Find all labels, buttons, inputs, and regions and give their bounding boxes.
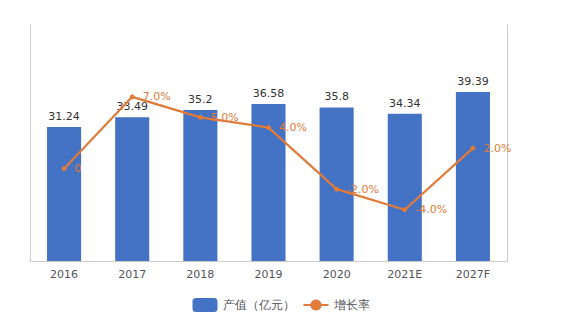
svg-text:2021E: 2021E — [387, 268, 422, 281]
svg-text:35.8: 35.8 — [324, 90, 349, 103]
svg-text:-4.0%: -4.0% — [415, 203, 447, 216]
svg-text:2019: 2019 — [255, 268, 283, 281]
svg-text:产值（亿元）: 产值（亿元） — [223, 298, 295, 312]
svg-text:33.49: 33.49 — [116, 100, 148, 114]
svg-text:31.24: 31.24 — [48, 110, 80, 123]
svg-text:2017: 2017 — [118, 268, 146, 281]
svg-text:7.0%: 7.0% — [143, 90, 171, 103]
svg-text:2027F: 2027F — [456, 268, 490, 281]
svg-text:5.0%: 5.0% — [211, 111, 239, 124]
svg-text:2.0%: 2.0% — [483, 142, 511, 155]
svg-text:2016: 2016 — [50, 268, 78, 281]
svg-text:2020: 2020 — [323, 268, 351, 281]
svg-text:2018: 2018 — [186, 268, 214, 281]
svg-text:39.39: 39.39 — [457, 75, 489, 88]
svg-text:增长率: 增长率 — [333, 298, 370, 312]
svg-text:4.0%: 4.0% — [279, 121, 307, 134]
svg-text:35.2: 35.2 — [188, 93, 213, 106]
svg-text:34.34: 34.34 — [389, 97, 421, 110]
svg-text:0: 0 — [75, 162, 82, 175]
svg-text:-2.0%: -2.0% — [347, 183, 379, 196]
svg-text:36.58: 36.58 — [253, 87, 285, 100]
